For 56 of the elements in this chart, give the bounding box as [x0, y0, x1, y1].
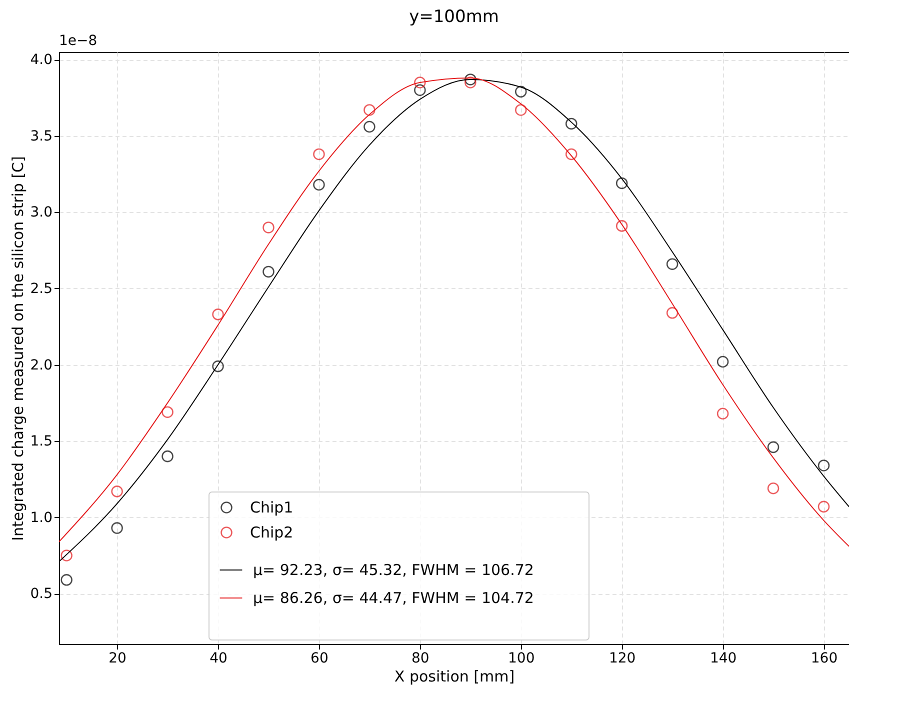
y-tick-label: 3.0 — [30, 204, 52, 221]
x-tick-label: 40 — [210, 650, 228, 666]
point — [818, 500, 830, 513]
y-axis-title: Integrated charge measured on the silicon strip [C] — [9, 156, 28, 541]
point — [514, 86, 527, 98]
y-tick-label: 2.0 — [30, 357, 52, 374]
point — [464, 76, 476, 88]
point — [162, 450, 174, 462]
x-tick-label: 120 — [608, 650, 636, 666]
y-tick-label: 4.0 — [30, 52, 52, 68]
y-tick-label: 1.5 — [30, 434, 52, 450]
legend-label: Chip1 — [250, 498, 294, 516]
y-tick-label: 1.0 — [30, 510, 52, 526]
point — [313, 148, 325, 160]
point — [162, 406, 174, 418]
y-tick-label: 3.5 — [30, 128, 52, 144]
point — [565, 118, 578, 130]
chart-title: y=100mm — [409, 7, 499, 27]
legend-label: μ= 86.26, σ= 44.47, FWHM = 104.72 — [253, 589, 534, 607]
point — [767, 441, 780, 454]
point — [364, 120, 376, 133]
text: 1e−8 — [59, 33, 98, 49]
point — [262, 222, 274, 234]
y-tick-label: 2.5 — [30, 280, 52, 297]
x-tick-label: 100 — [508, 650, 535, 666]
point — [616, 177, 628, 190]
point — [464, 74, 476, 86]
point — [111, 486, 123, 498]
point — [262, 266, 274, 278]
x-tick-label: 140 — [710, 650, 737, 666]
x-tick-label: 60 — [310, 650, 328, 666]
legend-label: μ= 92.23, σ= 45.32, FWHM = 106.72 — [253, 561, 534, 579]
point — [716, 356, 729, 368]
x-tick-label: 80 — [412, 650, 430, 666]
point — [666, 307, 678, 319]
point — [565, 148, 578, 160]
point — [666, 258, 678, 270]
y-tick-label: 0.5 — [30, 586, 52, 602]
point — [716, 408, 729, 420]
point — [60, 550, 72, 562]
point — [414, 84, 426, 96]
point — [212, 308, 224, 320]
legend-label: Chip2 — [250, 524, 294, 542]
point — [514, 104, 527, 116]
x-tick-label: 160 — [810, 650, 838, 666]
point — [364, 104, 376, 116]
point — [767, 482, 780, 494]
point — [60, 574, 72, 586]
point — [616, 220, 628, 232]
point — [414, 76, 426, 88]
point — [111, 522, 123, 534]
point — [818, 460, 830, 472]
point — [313, 178, 325, 191]
x-axis-title: X position [mm] — [394, 668, 515, 686]
point — [212, 360, 224, 372]
x-tick-label: 20 — [108, 650, 126, 666]
